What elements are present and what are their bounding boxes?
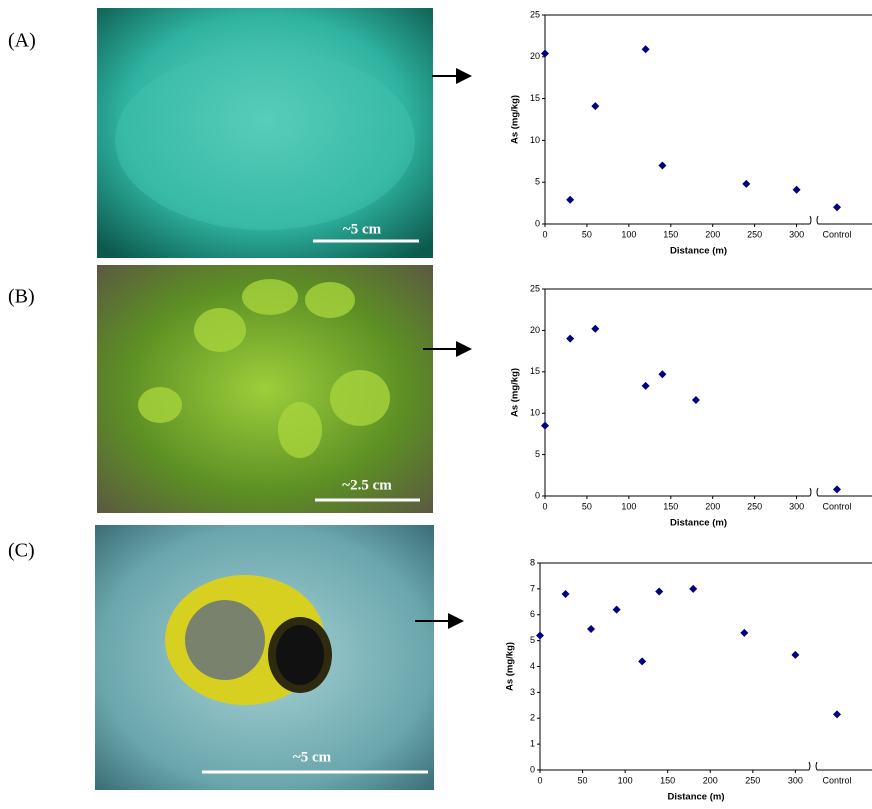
x-tick-label: 50 [582,229,592,239]
x-tick-label: 100 [621,501,636,511]
point [566,334,575,343]
point [561,590,570,599]
photo-detail [115,50,415,230]
x-axis-label: Distance (m) [670,246,727,257]
x-tick-label: Control [822,501,851,511]
x-tick-label: Control [822,229,851,239]
x-tick-label: 250 [747,501,762,511]
y-tick-label: 5 [535,449,540,459]
point [591,102,600,111]
y-tick-label: 10 [530,408,540,418]
x-tick-label: 100 [618,775,633,785]
x-tick-label: 250 [745,775,760,785]
y-tick-label: 5 [530,635,535,645]
panel-label: (B) [8,286,35,308]
x-tick-label: 50 [582,501,592,511]
x-tick-label: 150 [660,775,675,785]
x-tick-label: 0 [542,501,547,511]
y-tick-label: 8 [530,557,535,567]
point [655,587,664,596]
scale-text: ~2.5 cm [342,477,392,493]
point [658,370,667,379]
y-tick-label: 4 [530,661,535,671]
x-tick-label: Control [822,775,851,785]
x-tick-label: 0 [537,775,542,785]
y-tick-label: 7 [530,583,535,593]
y-axis-label: As (mg/kg) [510,368,521,417]
point [612,605,621,614]
point [566,195,575,204]
x-tick-label: 50 [578,775,588,785]
point [541,421,549,430]
point [536,631,544,640]
point [742,179,751,188]
x-tick-label: 300 [788,775,803,785]
axis-break [809,215,819,225]
y-tick-label: 5 [535,177,540,187]
y-tick-label: 1 [530,739,535,749]
axis-break [808,761,818,771]
x-tick-label: 300 [789,501,804,511]
point [587,624,596,633]
y-tick-label: 15 [530,93,540,103]
y-tick-label: 10 [530,135,540,145]
y-axis-label: As (mg/kg) [505,642,516,691]
y-tick-label: 6 [530,609,535,619]
point [689,584,698,593]
y-tick-label: 0 [530,764,535,774]
y-tick-label: 25 [530,283,540,293]
y-tick-label: 20 [530,325,540,335]
panel-label: (C) [8,540,35,562]
x-tick-label: 150 [663,501,678,511]
photo-detail [165,575,332,705]
panel-label: (A) [8,30,36,52]
x-tick-label: 0 [542,229,547,239]
x-tick-label: 200 [703,775,718,785]
point [833,710,841,719]
scale-text: ~5 cm [343,221,382,237]
y-tick-label: 20 [530,51,540,61]
point [641,381,650,390]
point [691,395,700,404]
point [833,203,841,212]
point [791,650,800,659]
point [591,324,600,333]
photo-detail [138,279,390,458]
x-tick-label: 300 [789,229,804,239]
y-tick-label: 3 [530,687,535,697]
x-axis-label: Distance (m) [670,518,727,529]
y-tick-label: 2 [530,713,535,723]
x-tick-label: 200 [705,501,720,511]
x-tick-label: 200 [705,229,720,239]
x-axis-label: Distance (m) [667,792,724,803]
point [740,628,749,637]
point [658,161,667,170]
x-tick-label: 250 [747,229,762,239]
y-tick-label: 25 [530,9,540,19]
x-tick-label: 150 [663,229,678,239]
x-tick-label: 100 [621,229,636,239]
point [792,185,801,194]
y-tick-label: 0 [535,218,540,228]
y-axis-label: As (mg/kg) [510,95,521,144]
point [833,485,841,494]
y-tick-label: 15 [530,366,540,376]
axis-break [809,487,819,497]
point [638,657,647,666]
y-tick-label: 0 [535,490,540,500]
point [641,45,650,54]
point [541,49,549,58]
scale-text: ~5 cm [293,749,332,765]
